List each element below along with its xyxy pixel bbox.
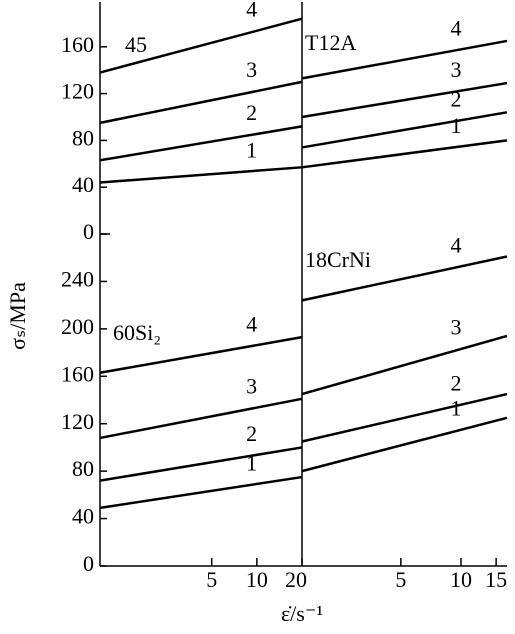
y-tick-label: 80 xyxy=(72,456,94,481)
series-line xyxy=(99,166,303,184)
y-tick-label: 80 xyxy=(72,125,94,150)
line-label: 4 xyxy=(451,15,462,40)
line-label: 3 xyxy=(246,57,257,82)
panel-label: 45 xyxy=(125,32,147,57)
x-tick-label: 10 xyxy=(450,567,472,592)
y-tick-label: 120 xyxy=(61,409,94,434)
y-tick-label: 200 xyxy=(61,314,94,339)
x-tick-label: 5 xyxy=(395,567,406,592)
y-tick-label: 160 xyxy=(61,32,94,57)
line-label: 1 xyxy=(246,137,257,162)
y-tick-label: 40 xyxy=(72,504,94,529)
line-label: 4 xyxy=(451,232,462,257)
panel-label: T12A xyxy=(305,30,356,55)
series-line xyxy=(99,125,303,162)
series-line xyxy=(301,111,508,149)
y-tick-label: 240 xyxy=(61,266,94,291)
panel-label: 60Si₂ xyxy=(113,320,161,345)
y-tick-label: 160 xyxy=(61,361,94,386)
series-line xyxy=(301,392,508,443)
series-line xyxy=(301,139,508,169)
series-line xyxy=(99,475,303,510)
line-label: 2 xyxy=(246,100,257,125)
y-axis-label: σₛ/MPa xyxy=(5,282,30,350)
y-tick-label: 0 xyxy=(83,551,94,576)
line-label: 3 xyxy=(451,315,462,340)
series-line xyxy=(301,334,508,396)
y-tick-label: 120 xyxy=(61,79,94,104)
series-line xyxy=(99,397,303,440)
line-label: 2 xyxy=(246,421,257,446)
line-label: 4 xyxy=(246,0,257,22)
line-label: 1 xyxy=(451,396,462,421)
line-label: 4 xyxy=(246,311,257,336)
y-tick-label: 0 xyxy=(83,219,94,244)
x-axis-label: ε̇/s⁻¹ xyxy=(281,601,323,626)
line-label: 3 xyxy=(451,57,462,82)
line-label: 3 xyxy=(246,374,257,399)
panel-label: 18CrNi xyxy=(305,247,371,272)
x-tick-label: 10 xyxy=(246,567,268,592)
x-tick-label: 15 xyxy=(485,567,507,592)
line-label: 1 xyxy=(451,113,462,138)
series-line xyxy=(99,446,303,482)
y-tick-label: 40 xyxy=(72,172,94,197)
series-line xyxy=(99,335,303,374)
series-line xyxy=(301,81,508,119)
series-line xyxy=(301,255,508,302)
series-line xyxy=(99,17,303,74)
series-line xyxy=(301,416,508,473)
line-label: 2 xyxy=(451,371,462,396)
x-tick-label: 5 xyxy=(206,567,217,592)
series-line xyxy=(301,39,508,80)
line-label: 2 xyxy=(451,86,462,111)
x-tick-label: 20 xyxy=(285,567,307,592)
line-label: 1 xyxy=(246,450,257,475)
series-line xyxy=(99,80,303,125)
